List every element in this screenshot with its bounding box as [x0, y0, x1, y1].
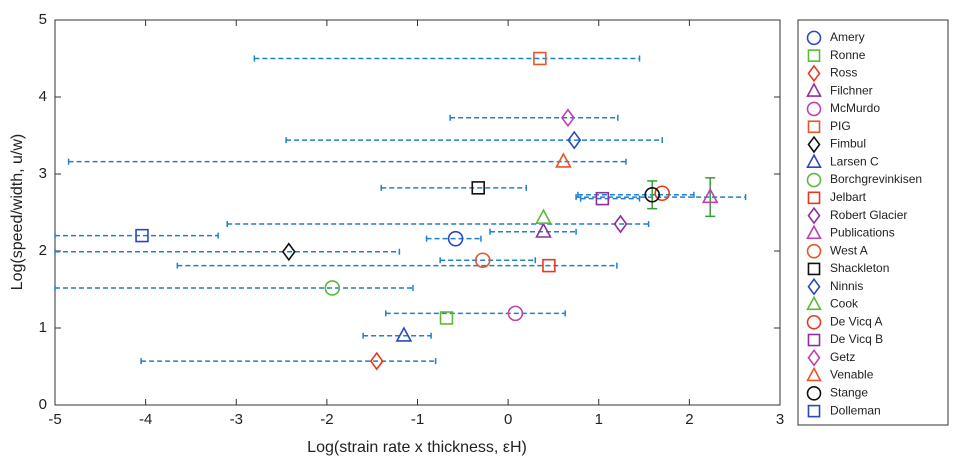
legend-marker	[806, 243, 822, 259]
marker	[542, 258, 556, 273]
legend-label: Filchner	[830, 83, 873, 97]
legend-marker	[806, 224, 822, 240]
legend-marker	[807, 277, 821, 296]
legend-marker	[806, 82, 822, 97]
legend-label: Borchgrevinkisen	[830, 172, 922, 186]
marker	[324, 280, 341, 296]
marker	[135, 228, 149, 243]
x-tick-label: 1	[595, 411, 603, 428]
marker	[613, 214, 628, 234]
legend-label: Robert Glacier	[830, 208, 907, 222]
marker	[595, 191, 610, 206]
legend-marker	[807, 206, 821, 225]
marker	[644, 186, 661, 203]
y-tick-label: 2	[39, 242, 47, 259]
marker	[507, 305, 524, 322]
legend-label: West A	[830, 243, 868, 257]
marker	[701, 187, 719, 204]
x-tick-label: 2	[685, 411, 693, 428]
plot-frame	[54, 19, 781, 406]
legend-label: Shackleton	[830, 261, 889, 275]
legend-label: Jelbart	[830, 190, 867, 204]
x-tick-label: -1	[411, 411, 424, 428]
legend-marker	[807, 404, 821, 418]
marker	[533, 51, 547, 66]
legend-label: Stange	[830, 386, 868, 400]
legend-marker	[807, 64, 821, 83]
x-tick-label: -2	[320, 411, 333, 428]
legend-label: Cook	[830, 297, 859, 311]
marker	[535, 222, 552, 238]
legend-marker	[806, 314, 822, 330]
legend-label: Ninnis	[830, 279, 863, 293]
legend-label: De Vicq B	[830, 332, 883, 346]
marker	[281, 242, 296, 262]
legend-marker	[806, 386, 822, 401]
legend-label: De Vicq A	[830, 314, 882, 328]
y-tick-label: 1	[39, 319, 47, 336]
legend-marker	[806, 366, 822, 382]
marker	[471, 181, 485, 195]
legend-marker	[806, 153, 822, 168]
legend-label: Getz	[830, 350, 855, 364]
legend-marker	[806, 172, 822, 188]
x-tick-label: -4	[139, 411, 152, 428]
marker	[395, 326, 413, 342]
legend-label: Publications	[830, 226, 895, 240]
legend-marker	[806, 101, 822, 117]
marker	[560, 108, 575, 128]
x-tick-label: 0	[504, 411, 512, 428]
x-tick-label: -3	[230, 411, 243, 428]
legend-marker	[807, 49, 821, 62]
legend-label: Larsen C	[830, 154, 879, 168]
legend-label: Fimbul	[830, 137, 866, 151]
marker	[439, 311, 454, 325]
y-tick-label: 0	[39, 396, 47, 413]
legend-marker	[807, 348, 821, 367]
legend-label: Ronne	[830, 48, 866, 62]
legend-label: Ross	[830, 66, 857, 80]
legend-marker	[806, 30, 822, 46]
x-axis-label: Log(strain rate x thickness, εH)	[307, 439, 527, 456]
y-axis-label: Log(speed/width, u/w)	[9, 134, 26, 291]
y-tick-label: 4	[39, 88, 47, 105]
marker	[654, 185, 670, 202]
marker	[369, 351, 384, 371]
legend-label: Amery	[830, 30, 865, 44]
legend-marker	[807, 191, 821, 205]
legend-label: McMurdo	[830, 101, 880, 115]
marker	[567, 130, 582, 150]
legend-label: PIG	[830, 119, 851, 133]
marker	[474, 252, 491, 269]
legend-marker	[807, 262, 821, 276]
x-tick-label: -5	[48, 411, 61, 428]
legend-marker	[807, 120, 821, 134]
legend-label: Venable	[830, 368, 874, 382]
x-tick-label: 3	[776, 411, 784, 428]
legend-marker	[807, 135, 821, 154]
legend-marker	[807, 333, 821, 347]
marker	[555, 152, 572, 168]
legend-label: Dolleman	[830, 403, 881, 417]
legend-marker	[806, 295, 822, 311]
marker	[447, 230, 464, 247]
marker	[535, 208, 552, 224]
legend-box	[797, 19, 949, 426]
y-tick-label: 5	[39, 11, 47, 28]
y-tick-label: 3	[39, 165, 47, 182]
